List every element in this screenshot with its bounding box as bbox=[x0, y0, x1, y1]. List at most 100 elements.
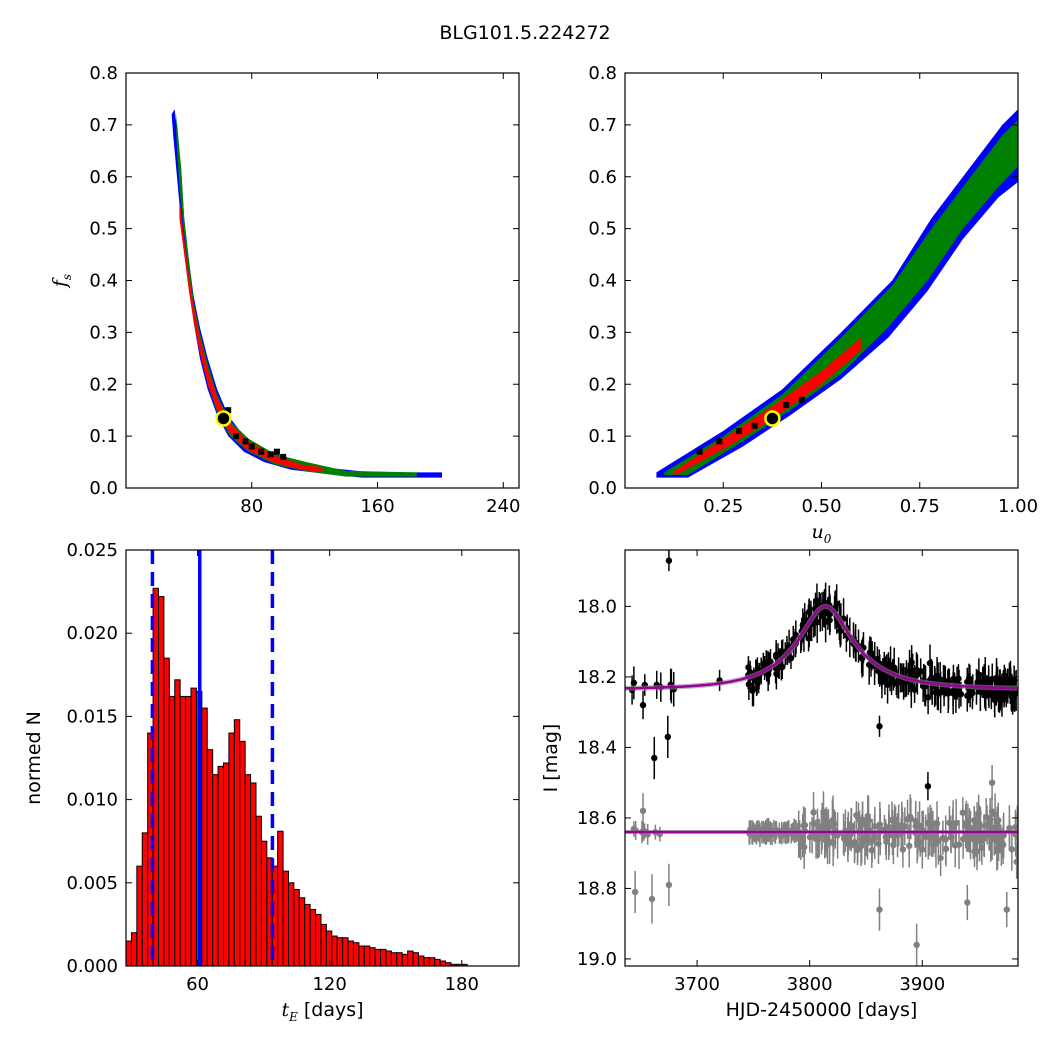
hist-bar bbox=[244, 774, 252, 966]
hist-bar bbox=[228, 732, 235, 966]
best-cell bbox=[242, 438, 249, 445]
data-point-reference bbox=[822, 837, 830, 844]
hist-bar bbox=[309, 908, 317, 966]
data-point-reference bbox=[976, 834, 983, 841]
x-tick-label: 3700 bbox=[674, 974, 720, 995]
data-point-reference bbox=[855, 815, 862, 823]
y-tick-label: 0.8 bbox=[89, 63, 118, 84]
hist-bar bbox=[434, 958, 441, 966]
hist-bar bbox=[185, 695, 192, 966]
hist-bar bbox=[287, 882, 295, 966]
x-tick-label: 1.00 bbox=[998, 496, 1038, 517]
best-cell bbox=[280, 453, 287, 460]
data-point-main bbox=[911, 686, 918, 693]
hist-bar bbox=[336, 937, 344, 966]
data-point-main bbox=[924, 694, 932, 701]
x-tick-label: 240 bbox=[486, 496, 520, 517]
data-point-reference bbox=[865, 817, 872, 824]
best-cell bbox=[233, 433, 240, 440]
hist-bar bbox=[293, 888, 300, 966]
light-curve bbox=[625, 550, 1018, 966]
hist-bar bbox=[201, 707, 208, 966]
y-tick-label: 18.4 bbox=[577, 737, 617, 758]
data-point-main bbox=[935, 689, 942, 697]
data-point-reference bbox=[899, 824, 906, 832]
axes-bottom-left: 60 120 180 0.000 0.005 0.010 0.015 0.020 0.025 tE… bbox=[23, 540, 520, 1024]
hist-bar bbox=[374, 948, 382, 966]
data-point-reference bbox=[868, 846, 875, 854]
hist-bar bbox=[417, 955, 425, 966]
data-point-main bbox=[952, 691, 960, 698]
y-tick-label: 0.4 bbox=[588, 271, 617, 292]
hist-bar bbox=[320, 923, 327, 966]
x-axis-label: u0 bbox=[812, 521, 832, 546]
data-point-reference bbox=[796, 835, 803, 843]
hist-bar bbox=[157, 596, 165, 966]
hist-bar bbox=[325, 930, 333, 966]
best-cell bbox=[696, 448, 703, 455]
data-point-main bbox=[885, 661, 892, 669]
hist-bar bbox=[260, 840, 268, 966]
hist-bar bbox=[282, 870, 289, 966]
data-point-main bbox=[876, 723, 883, 730]
hist-bar bbox=[233, 719, 241, 966]
data-point-reference bbox=[665, 881, 673, 889]
data-point-reference bbox=[883, 838, 890, 845]
hist-bar bbox=[352, 942, 360, 966]
data-point-main bbox=[767, 658, 774, 665]
data-point-reference bbox=[942, 836, 949, 843]
y-tick-label: 0.8 bbox=[588, 63, 617, 84]
y-tick-label: 0.3 bbox=[588, 322, 617, 343]
y-tick-label: 0.020 bbox=[66, 623, 118, 644]
histogram bbox=[126, 550, 468, 966]
hist-bar bbox=[396, 952, 403, 966]
hist-bar bbox=[342, 937, 349, 966]
hist-bar bbox=[412, 952, 419, 966]
hist-bar bbox=[174, 679, 181, 966]
data-point-main bbox=[975, 671, 983, 678]
hist-bar bbox=[190, 687, 197, 966]
x-tick-label: 0.50 bbox=[801, 496, 841, 517]
best-cell bbox=[751, 422, 758, 429]
best-cell bbox=[716, 438, 723, 445]
hist-bar bbox=[380, 948, 387, 966]
x-tick-label: 120 bbox=[312, 974, 346, 995]
region-2sigma bbox=[664, 119, 1018, 475]
data-point-reference bbox=[949, 824, 956, 831]
x-tick-label: 0.75 bbox=[900, 496, 940, 517]
hist-bar bbox=[250, 782, 257, 966]
hist-bar bbox=[217, 765, 224, 966]
hist-bar bbox=[212, 774, 219, 966]
axes-top-right: 0.25 0.50 0.75 1.00 0.0 0.1 0.2 0.3 0.4 0.5 0.6 0.7… bbox=[588, 63, 1038, 546]
hist-bar bbox=[277, 830, 284, 966]
region-3sigma bbox=[656, 109, 1018, 478]
hist-bar bbox=[423, 957, 430, 966]
x-tick-label: 60 bbox=[186, 974, 209, 995]
data-point-reference bbox=[829, 822, 837, 830]
x-tick-label: 0.25 bbox=[703, 496, 743, 517]
data-point-reference bbox=[848, 822, 855, 829]
x-tick-label: 180 bbox=[445, 974, 479, 995]
hist-bar bbox=[347, 940, 354, 966]
hist-bar bbox=[331, 935, 338, 966]
region-2sigma bbox=[176, 114, 417, 477]
y-tick-label: 0.2 bbox=[588, 374, 617, 395]
data-point-reference bbox=[1008, 846, 1016, 853]
y-tick-label: 0.000 bbox=[66, 956, 118, 977]
y-tick-label: 18.2 bbox=[577, 667, 617, 688]
data-point-main bbox=[957, 690, 965, 698]
data-point-reference bbox=[1003, 906, 1010, 913]
y-tick-label: 0.0 bbox=[588, 478, 617, 499]
plot-frame bbox=[125, 72, 520, 489]
data-point-main bbox=[837, 627, 844, 635]
hist-bar bbox=[315, 913, 322, 966]
data-point-reference bbox=[1006, 824, 1013, 832]
data-point-reference bbox=[800, 843, 808, 851]
hist-bar bbox=[206, 749, 214, 966]
hist-bar bbox=[239, 740, 246, 966]
best-fit-marker bbox=[215, 410, 232, 427]
data-point-reference bbox=[981, 835, 988, 842]
data-point-main bbox=[755, 676, 762, 683]
hist-bar bbox=[163, 657, 170, 966]
data-point-reference bbox=[991, 811, 999, 818]
